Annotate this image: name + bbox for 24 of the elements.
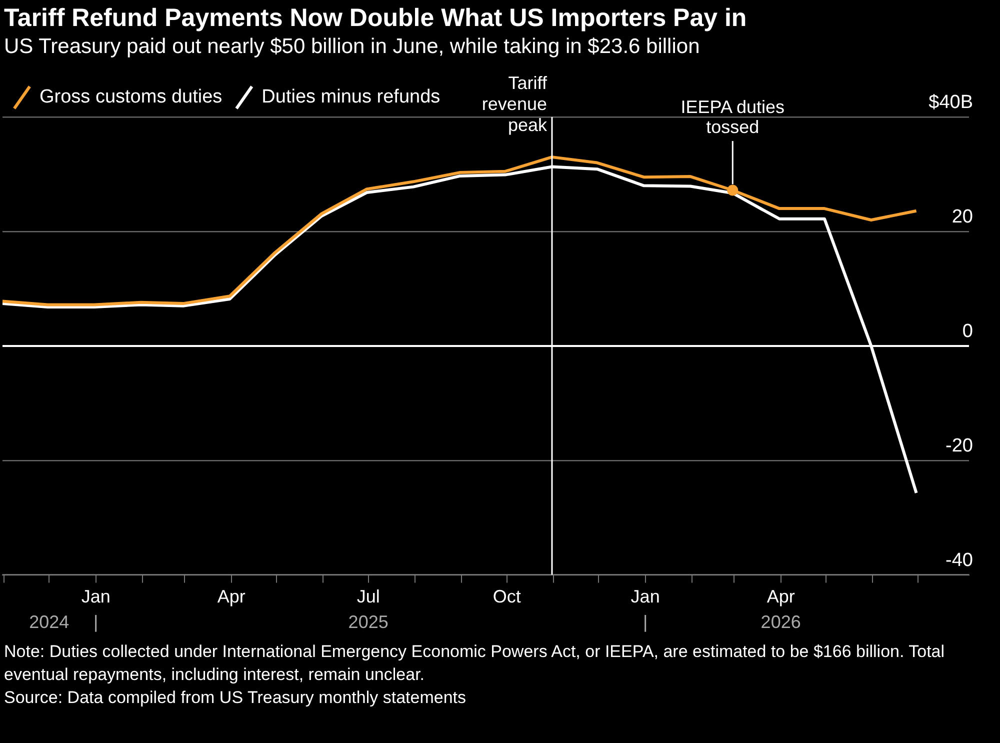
chart-title: Tariff Refund Payments Now Double What US Importers Pay in <box>4 4 747 33</box>
text: Note: Duties collected under International Emergency Economic Powers Act, or IEEPA, are estimated to be $166 billion. Total eventual repayments, including interest, remain unclear. <box>4 641 946 686</box>
y-tick-label: -40 <box>946 550 973 572</box>
x-tick-label: Oct <box>492 586 521 607</box>
x2-tick-label: | <box>642 612 648 632</box>
x-tick-label: Jan <box>630 586 660 607</box>
x-tick-label: Jan <box>81 586 110 607</box>
x2-tick-label: 2025 <box>348 612 388 632</box>
x2-tick-label: | <box>93 612 98 632</box>
legend-label: Duties minus refunds <box>262 86 440 108</box>
chart-subtitle: US Treasury paid out nearly $50 billion in June, while taking in $23.6 billion <box>4 35 700 59</box>
ref-line-label: Tariff revenue peak <box>482 72 548 135</box>
x-tick-label: Apr <box>766 586 795 607</box>
x2-tick-label: 2026 <box>760 612 801 632</box>
y-tick-label: 20 <box>952 206 973 228</box>
x-tick-label: Jul <box>356 586 380 607</box>
y-tick-label: -20 <box>946 436 973 457</box>
y-tick-label: $40B <box>928 92 973 114</box>
annotation: IEEPA duties tossed <box>680 96 785 137</box>
source-note: Source: Data compiled from US Treasury monthly statements <box>4 687 468 709</box>
x-tick-label: Apr <box>217 586 246 607</box>
legend-label: Gross customs duties <box>40 86 222 108</box>
x2-tick-label: 2024 <box>29 612 70 632</box>
y-tick-label: 0 <box>962 321 973 342</box>
